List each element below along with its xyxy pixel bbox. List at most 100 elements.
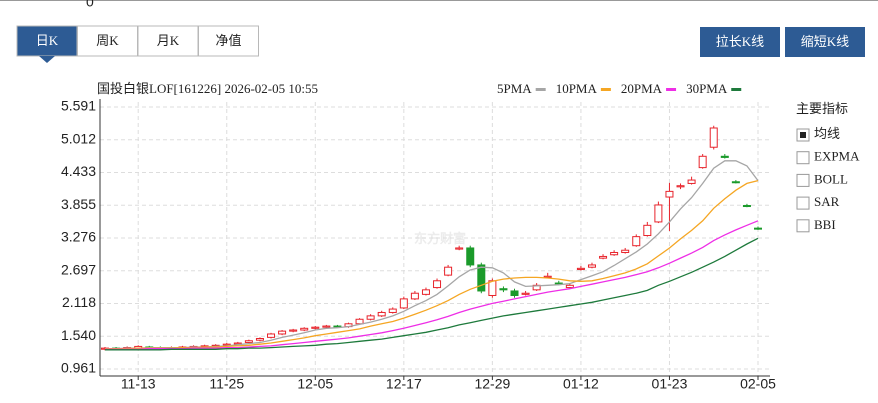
checkbox[interactable] [796,173,810,187]
ma-line [105,179,759,350]
button-label[interactable]: 拉长K线 [716,34,764,49]
top-axis-label: 0 [86,0,94,10]
indicator-option[interactable]: SAR [796,194,840,210]
indicator-label[interactable]: BOLL [814,171,848,186]
candle-body [488,280,497,296]
candle-body [444,266,453,276]
candle-body [421,289,430,295]
candle-body [665,190,674,198]
x-tick-label: 02-05 [740,376,776,392]
x-tick-label: 01-23 [652,376,688,392]
candle-body [322,325,331,328]
candle-body [278,330,287,335]
candle-body [267,333,276,338]
tab[interactable]: 净值 [198,25,259,57]
checkbox-mark [800,132,806,138]
ma-line [105,220,759,350]
candle-body [399,298,408,309]
x-tick-label: 12-29 [474,376,510,392]
indicator-option[interactable]: EXPMA [796,149,860,165]
candle-body [311,326,320,329]
candle-body [709,127,718,148]
y-tick-label: 4.433 [61,163,96,179]
candle-body [466,247,475,266]
candle-body [621,249,630,253]
indicator-option[interactable]: BOLL [796,171,848,187]
candle-body [410,292,419,300]
legend-label: 20PMA [621,81,663,96]
indicator-label[interactable]: EXPMA [814,149,860,164]
candle-body [289,329,298,332]
indicator-option[interactable]: BBI [796,217,836,233]
candle-body [499,288,508,291]
candle-body [455,247,464,250]
ma-line [105,237,759,351]
tab-label[interactable]: 周K [96,33,119,48]
tab-label[interactable]: 净值 [215,33,241,48]
candle-body [676,185,685,188]
y-tick-label: 0.961 [61,360,96,376]
candle-body [388,308,397,313]
tab-label[interactable]: 日K [36,33,59,48]
candle-body [543,275,552,278]
button-label[interactable]: 缩短K线 [801,34,849,49]
candle-body [477,264,486,292]
tab-box [198,25,259,57]
legend-label: 30PMA [686,81,728,96]
button[interactable]: 缩短K线 [785,27,865,57]
candle-body [255,337,264,341]
y-tick-label: 3.855 [61,196,96,212]
candle-body [599,255,608,259]
candle-body [300,327,309,331]
tab-box [137,25,199,57]
candle-body [510,290,519,296]
candle-body [244,340,253,343]
top-border [0,0,878,1]
indicator-label[interactable]: BBI [814,217,836,232]
legend-label: 5PMA [497,81,532,96]
checkbox[interactable] [796,219,810,233]
tab-pointer [39,56,55,63]
indicator-title: 主要指标 [796,101,848,116]
y-tick-label: 1.540 [61,327,96,343]
candle-body [687,179,696,184]
indicator-option[interactable]: 均线 [796,126,840,142]
checkbox[interactable] [796,196,810,210]
legend-swatch [600,88,611,91]
plot: 0.961 1.540 2.118 2.697 3.276 3.855 4.433 5.012… [61,81,776,392]
indicator-panel: 主要指标 均线 EXPMA BOLL SAR BBI [796,101,860,233]
tab-label[interactable]: 月K [157,33,180,48]
candle-body [521,292,530,295]
button-box [785,27,865,57]
chart-title: 国投白银LOF[161226] 2026-02-05 10:55 [97,81,318,96]
candle-body [742,205,751,208]
checkbox[interactable] [796,151,810,165]
y-tick-label: 5.012 [61,130,96,146]
y-tick-label: 2.118 [62,294,96,310]
candle-body [377,311,386,317]
x-tick-label: 12-17 [386,376,422,392]
candle-body [720,155,729,158]
indicator-label[interactable]: SAR [814,194,840,209]
button[interactable]: 拉长K线 [700,27,780,57]
candle-body [643,224,652,237]
tab[interactable]: 月K [137,25,199,57]
candle-body [632,236,641,247]
candle-body [565,284,574,289]
candle-body [366,315,375,320]
legend-swatch [731,88,742,91]
candle-body [576,267,585,270]
candle-body [587,264,596,268]
x-tick-label: 11-25 [209,376,244,392]
indicator-label[interactable]: 均线 [814,126,840,141]
tabs: 日K 周K 月K 净值 [16,25,259,63]
y-tick-label: 5.591 [61,98,96,114]
buttons: 拉长K线 缩短K线 [700,27,865,57]
tab[interactable]: 周K [77,25,138,57]
tab[interactable]: 日K [16,25,78,63]
candle-body [698,155,707,169]
candle-body [433,280,442,289]
candle-body [610,251,619,256]
